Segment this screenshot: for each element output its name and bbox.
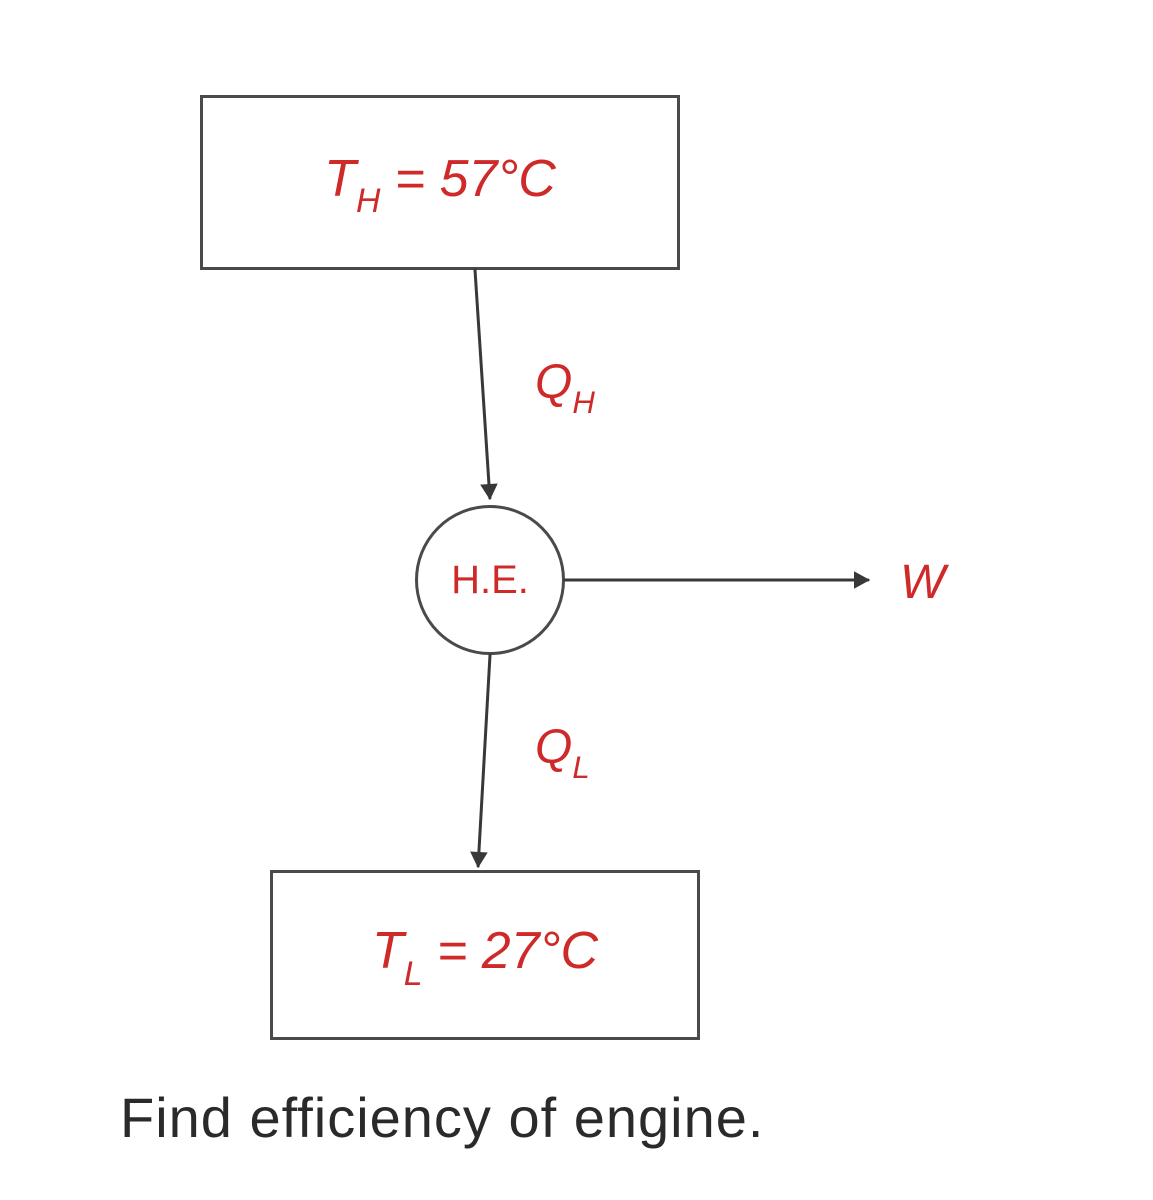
ql-flow-label: QL (535, 720, 590, 782)
hot-label-prefix: T (324, 150, 356, 208)
cold-label-prefix: T (372, 922, 404, 980)
work-output-label: W (900, 555, 945, 610)
hot-label-rest: = 57°C (380, 150, 555, 208)
hot-reservoir-label: TH = 57°C (324, 149, 556, 216)
question-text: Find efficiency of engine. (120, 1085, 764, 1150)
hot-reservoir-box: TH = 57°C (200, 95, 680, 270)
qh-flow-label: QH (535, 355, 595, 417)
qh-label-prefix: Q (535, 356, 572, 409)
heat-engine-node: H.E. (415, 505, 565, 655)
ql-label-prefix: Q (535, 721, 572, 774)
heat-engine-label: H.E. (451, 558, 529, 603)
hot-label-sub: H (356, 182, 380, 220)
ql-label-sub: L (572, 750, 589, 785)
cold-label-rest: = 27°C (423, 922, 598, 980)
cold-reservoir-box: TL = 27°C (270, 870, 700, 1040)
qh-label-sub: H (572, 385, 595, 420)
cold-label-sub: L (404, 955, 423, 993)
diagram-canvas: { "diagram": { "canvas": { "width": 1153… (0, 0, 1153, 1200)
cold-reservoir-label: TL = 27°C (372, 921, 598, 988)
